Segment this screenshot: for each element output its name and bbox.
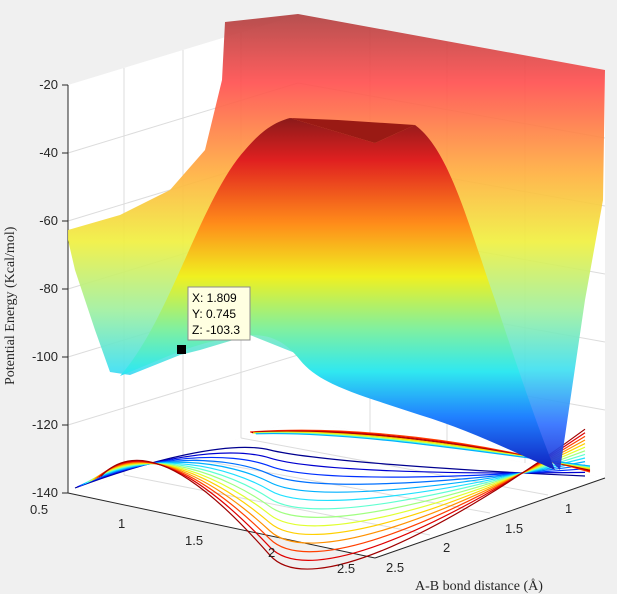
contour-lines <box>74 428 591 570</box>
datatip-y: Y: 0.745 <box>192 307 236 321</box>
energy-surface <box>68 14 605 470</box>
z-tick: -140 <box>32 485 58 500</box>
z-axis-ticks: -20 -40 -60 -80 -100 -120 -140 <box>32 77 68 500</box>
y-tick: 2.5 <box>337 561 355 576</box>
z-tick: -80 <box>39 281 58 296</box>
datatip-x: X: 1.809 <box>192 291 237 305</box>
x-tick: 2 <box>443 540 450 555</box>
z-tick: -120 <box>32 417 58 432</box>
z-tick: -100 <box>32 349 58 364</box>
z-tick: -60 <box>39 213 58 228</box>
datatip-z: Z: -103.3 <box>192 323 240 337</box>
y-tick: 1 <box>118 516 125 531</box>
y-axis-ticks: 0.5 1 1.5 2 2.5 <box>30 502 355 576</box>
datatip-marker[interactable] <box>177 345 186 354</box>
z-tick: -40 <box>39 145 58 160</box>
contour-line <box>100 428 586 570</box>
y-tick: 2 <box>268 545 275 560</box>
x-axis-label: A-B bond distance (Å) <box>415 578 543 594</box>
x-tick: 1 <box>565 501 572 516</box>
datatip[interactable]: X: 1.809 Y: 0.745 Z: -103.3 <box>177 286 251 354</box>
z-axis-label: Potential Energy (Kcal/mol) <box>3 226 18 385</box>
surface-front-hump <box>120 118 555 470</box>
y-tick: 0.5 <box>30 502 48 517</box>
z-tick: -20 <box>39 77 58 92</box>
x-tick: 2.5 <box>386 560 404 575</box>
x-axis-ticks: 1 1.5 2 2.5 <box>386 501 572 575</box>
x-tick: 1.5 <box>505 521 523 536</box>
surface-plateau <box>290 118 415 143</box>
y-tick: 1.5 <box>185 533 203 548</box>
